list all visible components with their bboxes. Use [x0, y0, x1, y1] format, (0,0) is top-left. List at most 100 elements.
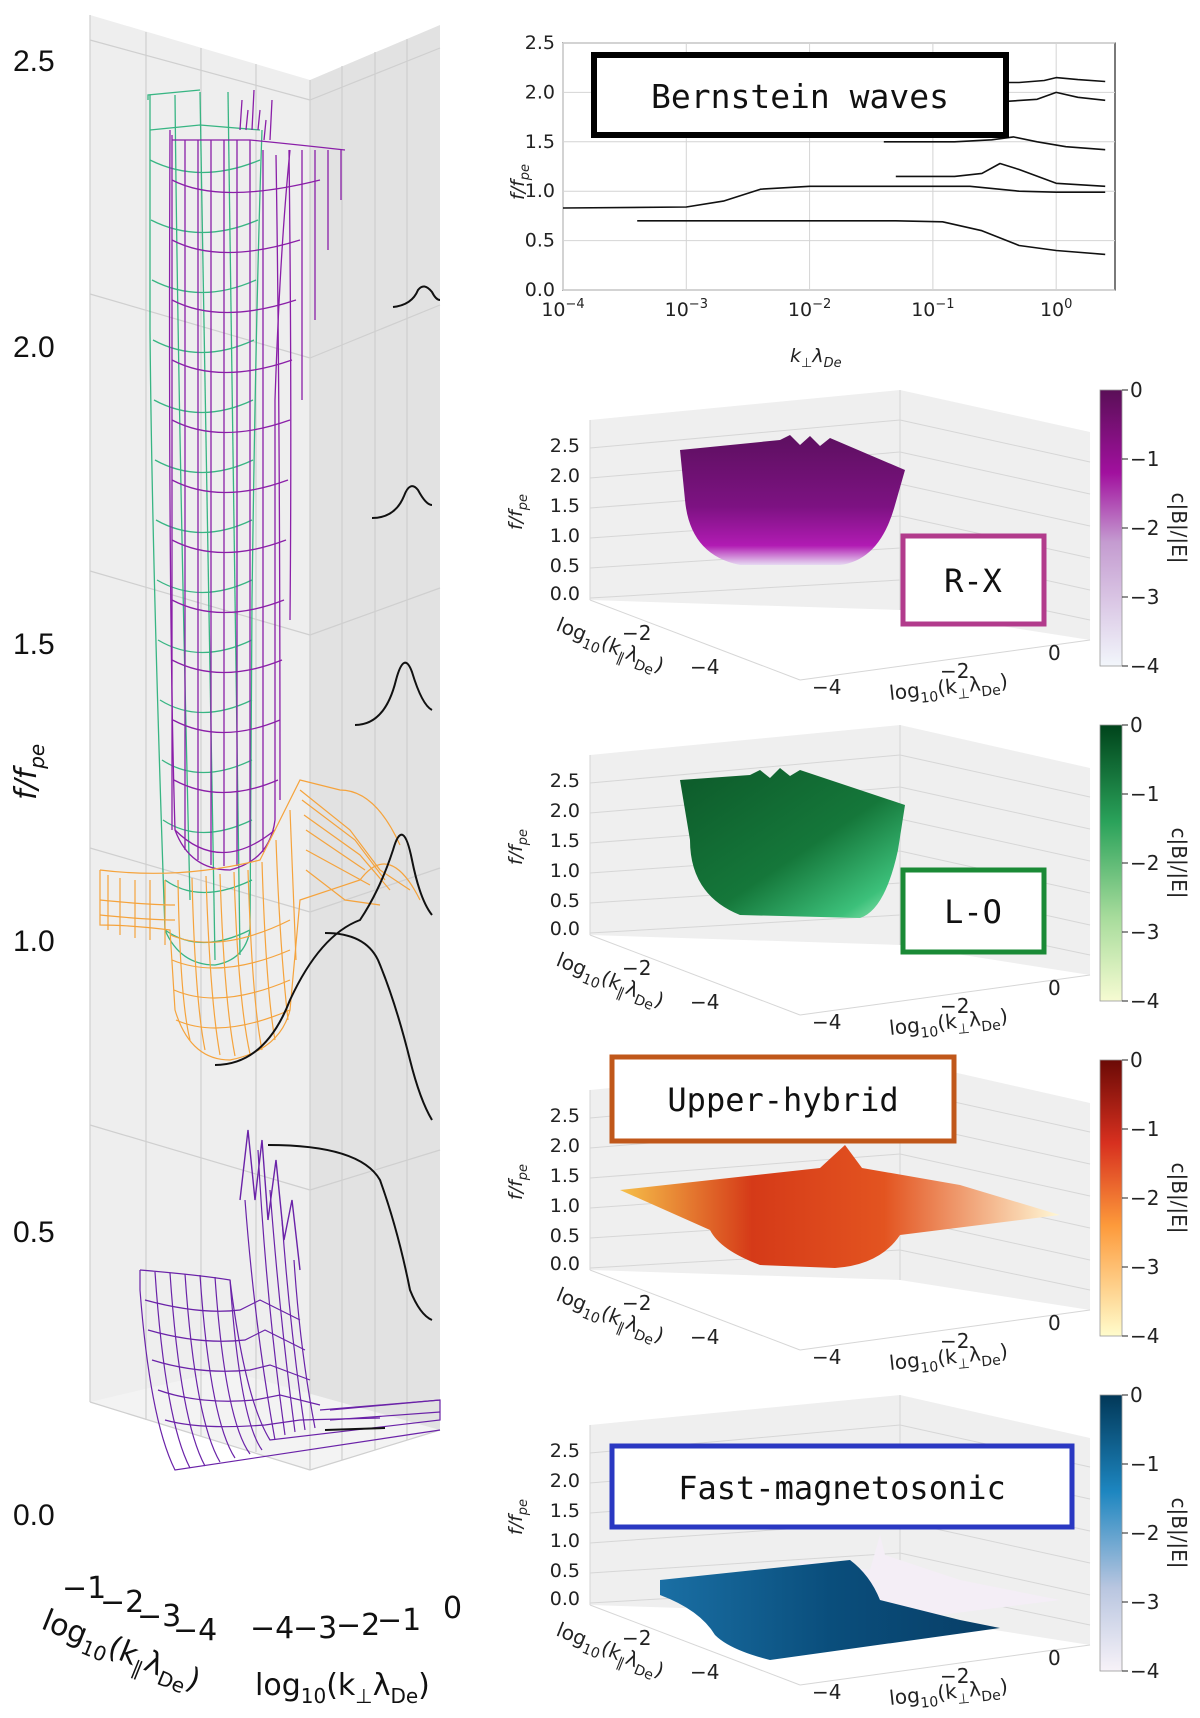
lo-y-tick: −2 [622, 956, 651, 980]
lo-cbar-label: c|B|/|E| [1167, 827, 1191, 898]
rx-x-tick: −2 [940, 659, 969, 683]
bernstein-projections [214, 285, 441, 1431]
svg-text:f/fpe: f/fpe [507, 164, 533, 200]
main-x-tick: −1 [377, 1603, 421, 1638]
fm-y-tick: −4 [690, 1660, 719, 1684]
uh-x-tick: −2 [940, 1329, 969, 1353]
bernstein-series-b4 [883, 136, 1106, 151]
bernstein-y-tick: 2.5 [525, 32, 555, 54]
lo-z-tick: 0.5 [550, 890, 580, 912]
uh-z-tick: 0.5 [550, 1225, 580, 1247]
uh-x-tick: −4 [812, 1345, 841, 1369]
main-y-tick: −1 [62, 1571, 106, 1606]
rx-y-tick: −2 [622, 621, 651, 645]
rx-x-label: log10(k⊥λDe) [888, 669, 1009, 710]
main-z-tick: 1.0 [13, 925, 55, 958]
fm-label: Fast-magnetosonic [678, 1469, 1006, 1507]
uh-cbar-tick: −3 [1130, 1255, 1159, 1279]
bernstein-x-label: k⊥λDe [790, 345, 842, 371]
main-x-label: log10(k⊥λDe) [255, 1668, 430, 1708]
lo-x-tick: −4 [812, 1010, 841, 1034]
rx-cbar-tick: −3 [1130, 585, 1159, 609]
rx-cbar-tick: −2 [1130, 516, 1159, 540]
fm-x-label: log10(k⊥λDe) [888, 1674, 1009, 1715]
fm-cbar-tick: −2 [1130, 1521, 1159, 1545]
bernstein-title: Bernstein waves [651, 77, 949, 116]
bernstein-y-ticks: 0.0 0.5 1.0 1.5 2.0 2.5 [525, 32, 555, 301]
lo-cbar-tick: −2 [1130, 851, 1159, 875]
main-z-tick: 2.5 [13, 45, 55, 78]
bernstein-x-label-part: λ [811, 345, 823, 367]
uh-surface [620, 1145, 1060, 1268]
svg-text:log10(k⊥λDe): log10(k⊥λDe) [255, 1668, 430, 1708]
lo-y-tick: −4 [690, 990, 719, 1014]
rx-z-label: f/fpe [505, 494, 531, 530]
uh-z-tick: 1.0 [550, 1195, 580, 1217]
rx-cbar-tick: −4 [1130, 654, 1159, 678]
rx-z-tick: 2.5 [550, 435, 580, 457]
main-z-label: f/fpe [9, 744, 49, 800]
bernstein-x-tick: 100 [1040, 297, 1072, 321]
lo-cbar-tick: −1 [1130, 782, 1159, 806]
uh-wireframe [99, 779, 421, 1061]
bernstein-series-b3 [895, 162, 1106, 188]
bernstein-x-label-part: ⊥ [801, 356, 812, 371]
bernstein-y-tick: 0.0 [525, 279, 555, 301]
bernstein-x-ticks: 10−4 10−3 10−2 10−1 100 [541, 297, 1072, 321]
uh-cbar-label: c|B|/|E| [1167, 1162, 1191, 1233]
fm-z-tick: 0.0 [550, 1588, 580, 1610]
main-y-ticks: −1 −2 −3 −4 [62, 1571, 217, 1648]
rx-cbar-label: c|B|/|E| [1167, 492, 1191, 563]
uh-cbar-tick: −4 [1130, 1324, 1159, 1348]
fm-panel: Fast-magnetosonic [589, 1394, 1123, 1686]
bernstein-x-label-part: De [824, 356, 842, 371]
rx-z-tick: 0.5 [550, 555, 580, 577]
rx-surface [680, 435, 905, 565]
rx-z-tick: 0.0 [550, 583, 580, 605]
fm-colorbar [1099, 1394, 1123, 1672]
main-x-label-part: log [255, 1668, 301, 1703]
svg-text:f/fpe: f/fpe [9, 744, 49, 800]
bernstein-x-tick: 10−4 [541, 297, 584, 321]
main-y-tick: −3 [137, 1599, 181, 1634]
lo-panel: L-O [589, 724, 1123, 1016]
main-x-ticks: −4 −3 −2 −1 0 [250, 1591, 462, 1646]
main-x-tick: −3 [293, 1611, 337, 1646]
bernstein-x-tick: 10−3 [665, 297, 708, 321]
main-x-tick: −2 [336, 1608, 380, 1643]
rx-x-tick: 0 [1048, 641, 1061, 665]
main-x-label-part: λ [373, 1668, 391, 1703]
uh-label-box [609, 1054, 957, 1144]
bernstein-series-b6 [991, 76, 1106, 84]
bernstein-x-tick: 10−2 [788, 297, 831, 321]
rx-label: R-X [944, 562, 1002, 600]
lo-wireframe [147, 89, 263, 966]
fm-x-tick: −4 [812, 1680, 841, 1704]
floor-pane [90, 1370, 440, 1470]
rx-colorbar [1099, 389, 1123, 667]
lo-z-tick: 1.0 [550, 860, 580, 882]
fm-x-tick: 0 [1048, 1646, 1061, 1670]
fm-z-tick: 1.0 [550, 1530, 580, 1552]
bernstein-y-tick: 0.5 [525, 230, 555, 252]
uh-x-label: log10(k⊥λDe) [888, 1339, 1009, 1380]
bernstein-y-label-part: f/f [507, 177, 529, 200]
fm-x-tick: −2 [940, 1664, 969, 1688]
main-z-tick: 1.5 [13, 628, 55, 661]
main-x-label-part: ⊥ [355, 1684, 372, 1708]
main-z-tick: 0.5 [13, 1216, 55, 1249]
fm-cbar-tick: −3 [1130, 1590, 1159, 1614]
rx-cbar-tick: −1 [1130, 447, 1159, 471]
main-x-tick: 0 [443, 1591, 462, 1626]
lo-z-label: f/fpe [505, 829, 531, 865]
fm-y-tick: −2 [622, 1626, 651, 1650]
bernstein-panel: 0.0 0.5 1.0 1.5 2.0 2.5 10−4 10−3 10−2 10−1 100 k… [507, 32, 1116, 371]
uh-colorbar [1099, 1059, 1123, 1337]
fm-z-tick: 2.0 [550, 1470, 580, 1492]
uh-label: Upper-hybrid [667, 1081, 898, 1119]
lo-label-box [900, 867, 1047, 955]
lo-x-tick: −2 [940, 994, 969, 1018]
lo-z-tick: 0.0 [550, 918, 580, 940]
main-z-ticks: 2.5 2.0 1.5 1.0 0.5 0.0 [13, 45, 55, 1532]
